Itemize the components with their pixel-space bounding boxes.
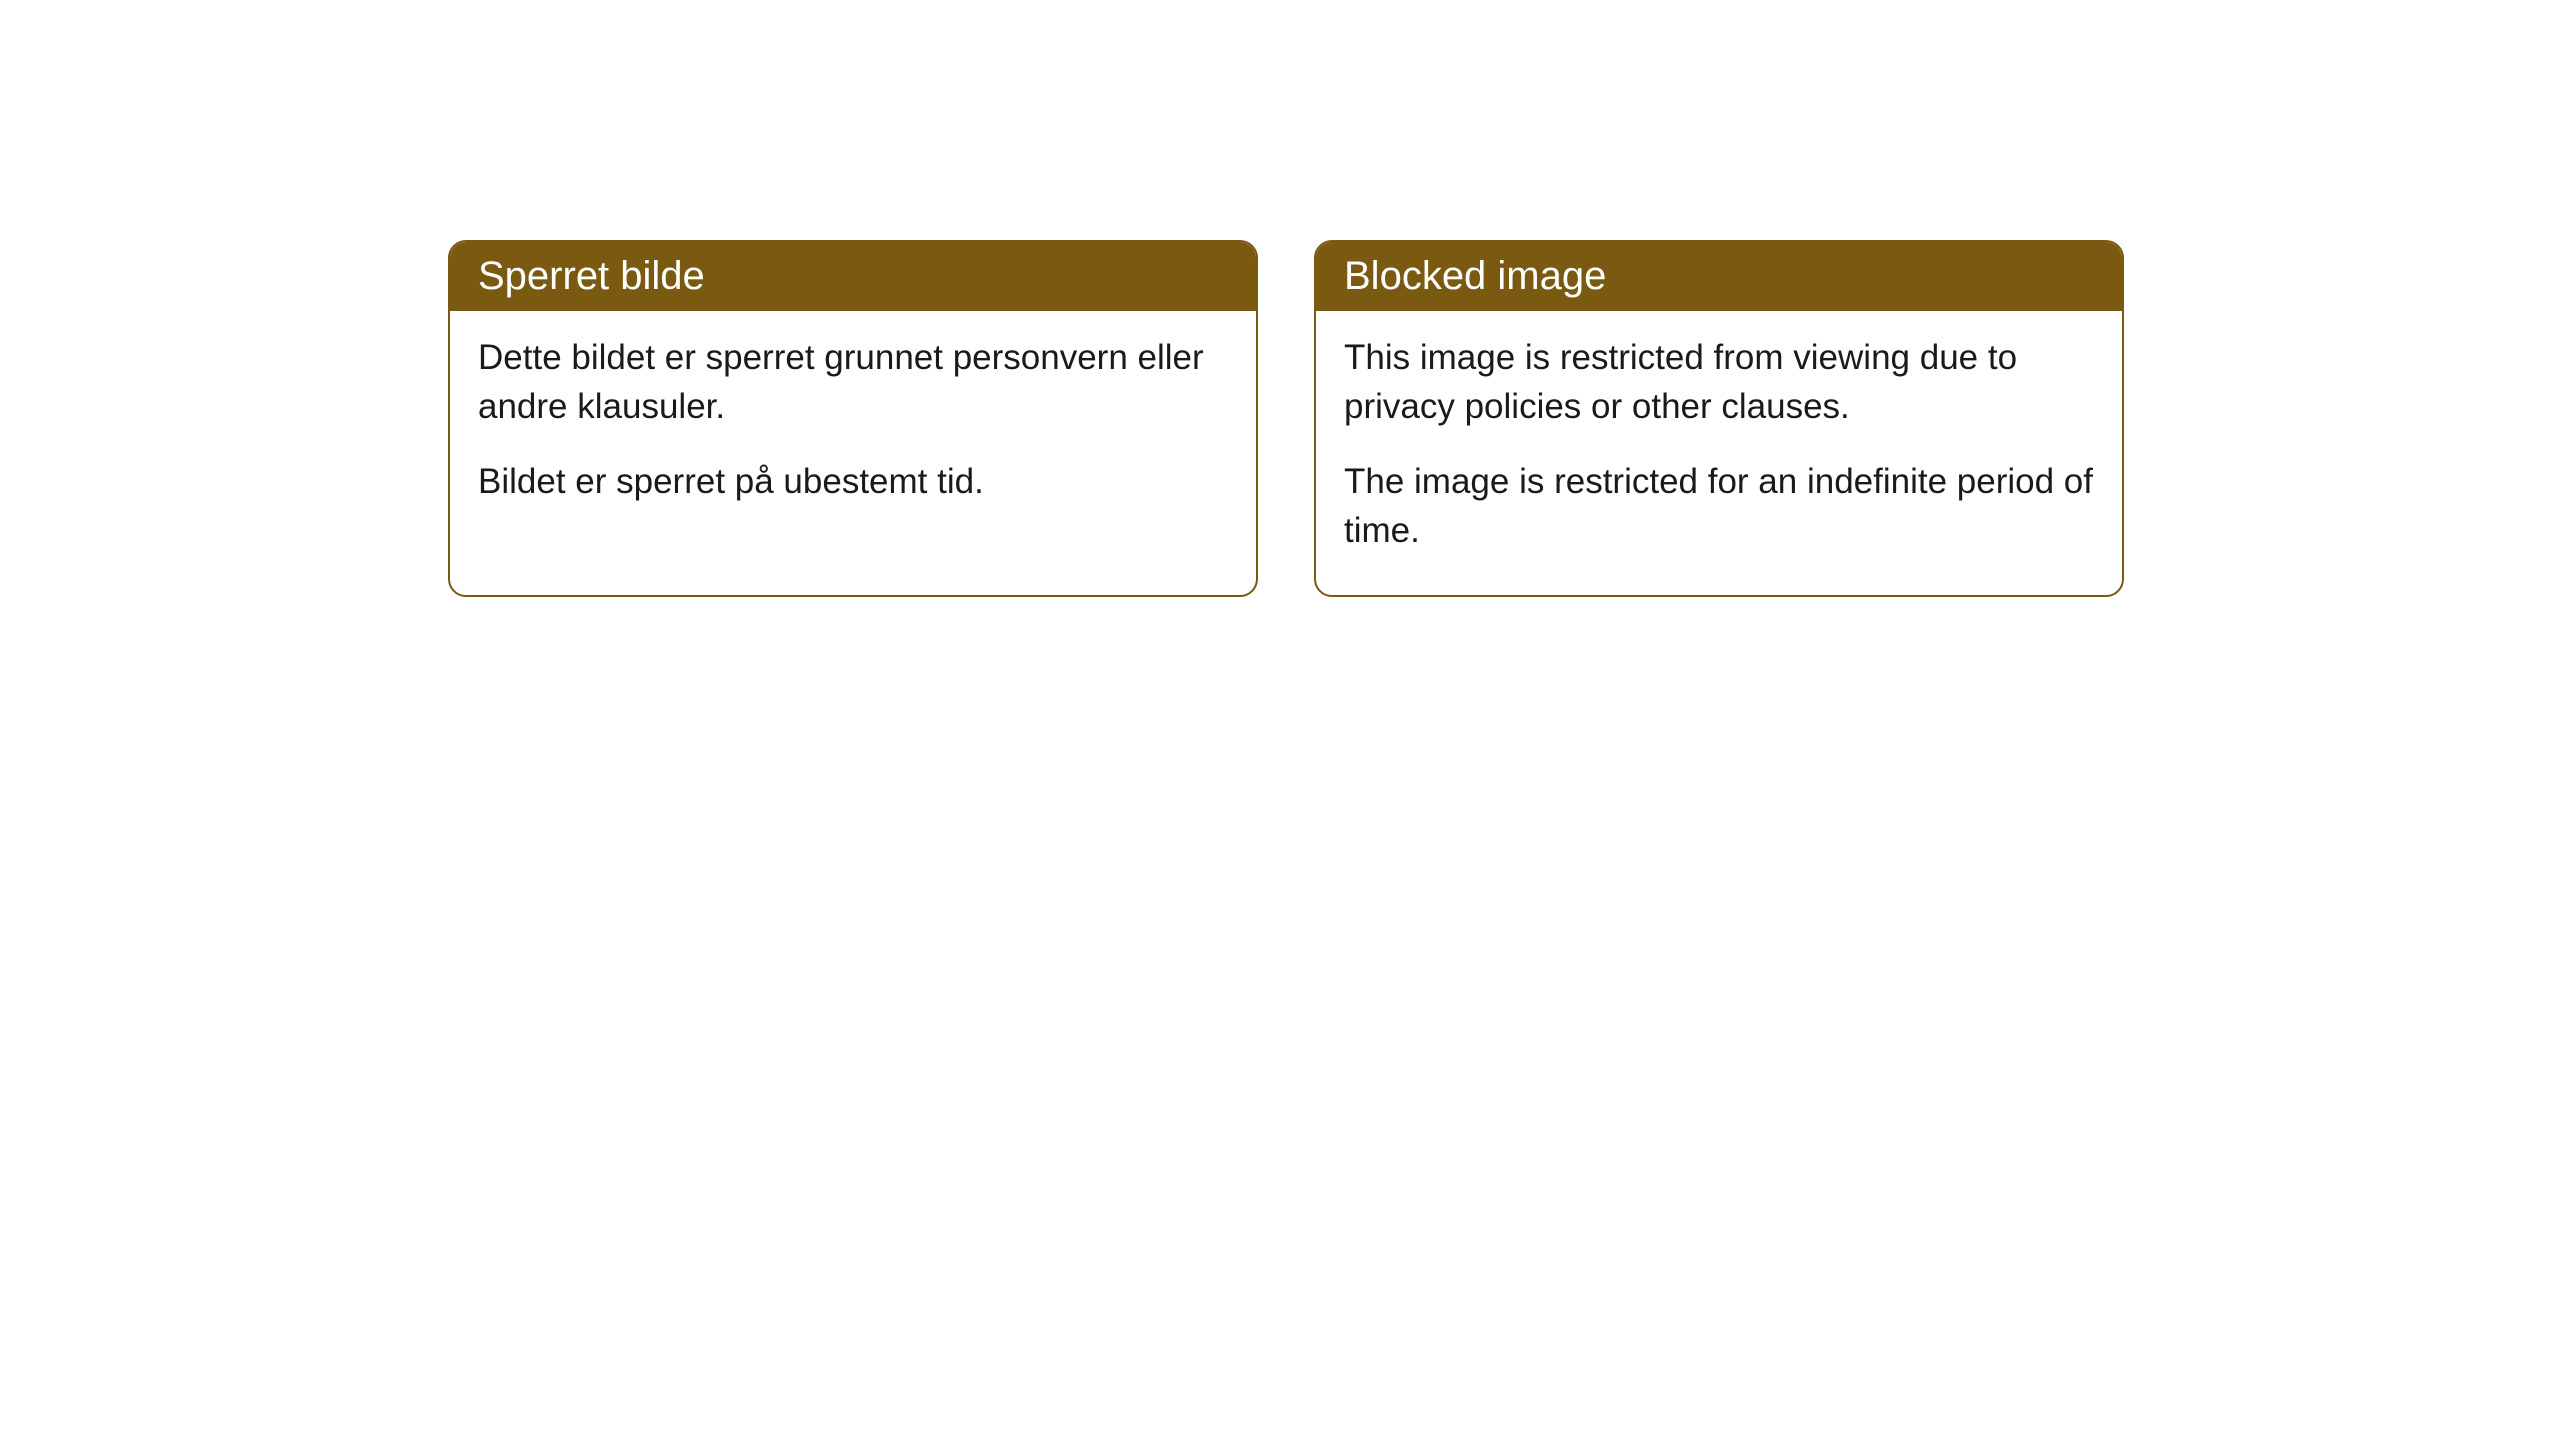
card-body: Dette bildet er sperret grunnet personve… <box>450 311 1256 546</box>
cards-container: Sperret bilde Dette bildet er sperret gr… <box>448 240 2124 597</box>
card-paragraph: Bildet er sperret på ubestemt tid. <box>478 457 1228 506</box>
card-english: Blocked image This image is restricted f… <box>1314 240 2124 597</box>
card-body: This image is restricted from viewing du… <box>1316 311 2122 595</box>
card-header: Sperret bilde <box>450 242 1256 311</box>
card-title: Sperret bilde <box>478 254 705 298</box>
card-header: Blocked image <box>1316 242 2122 311</box>
card-paragraph: Dette bildet er sperret grunnet personve… <box>478 333 1228 431</box>
card-title: Blocked image <box>1344 254 1606 298</box>
card-paragraph: The image is restricted for an indefinit… <box>1344 457 2094 555</box>
card-paragraph: This image is restricted from viewing du… <box>1344 333 2094 431</box>
card-norwegian: Sperret bilde Dette bildet er sperret gr… <box>448 240 1258 597</box>
